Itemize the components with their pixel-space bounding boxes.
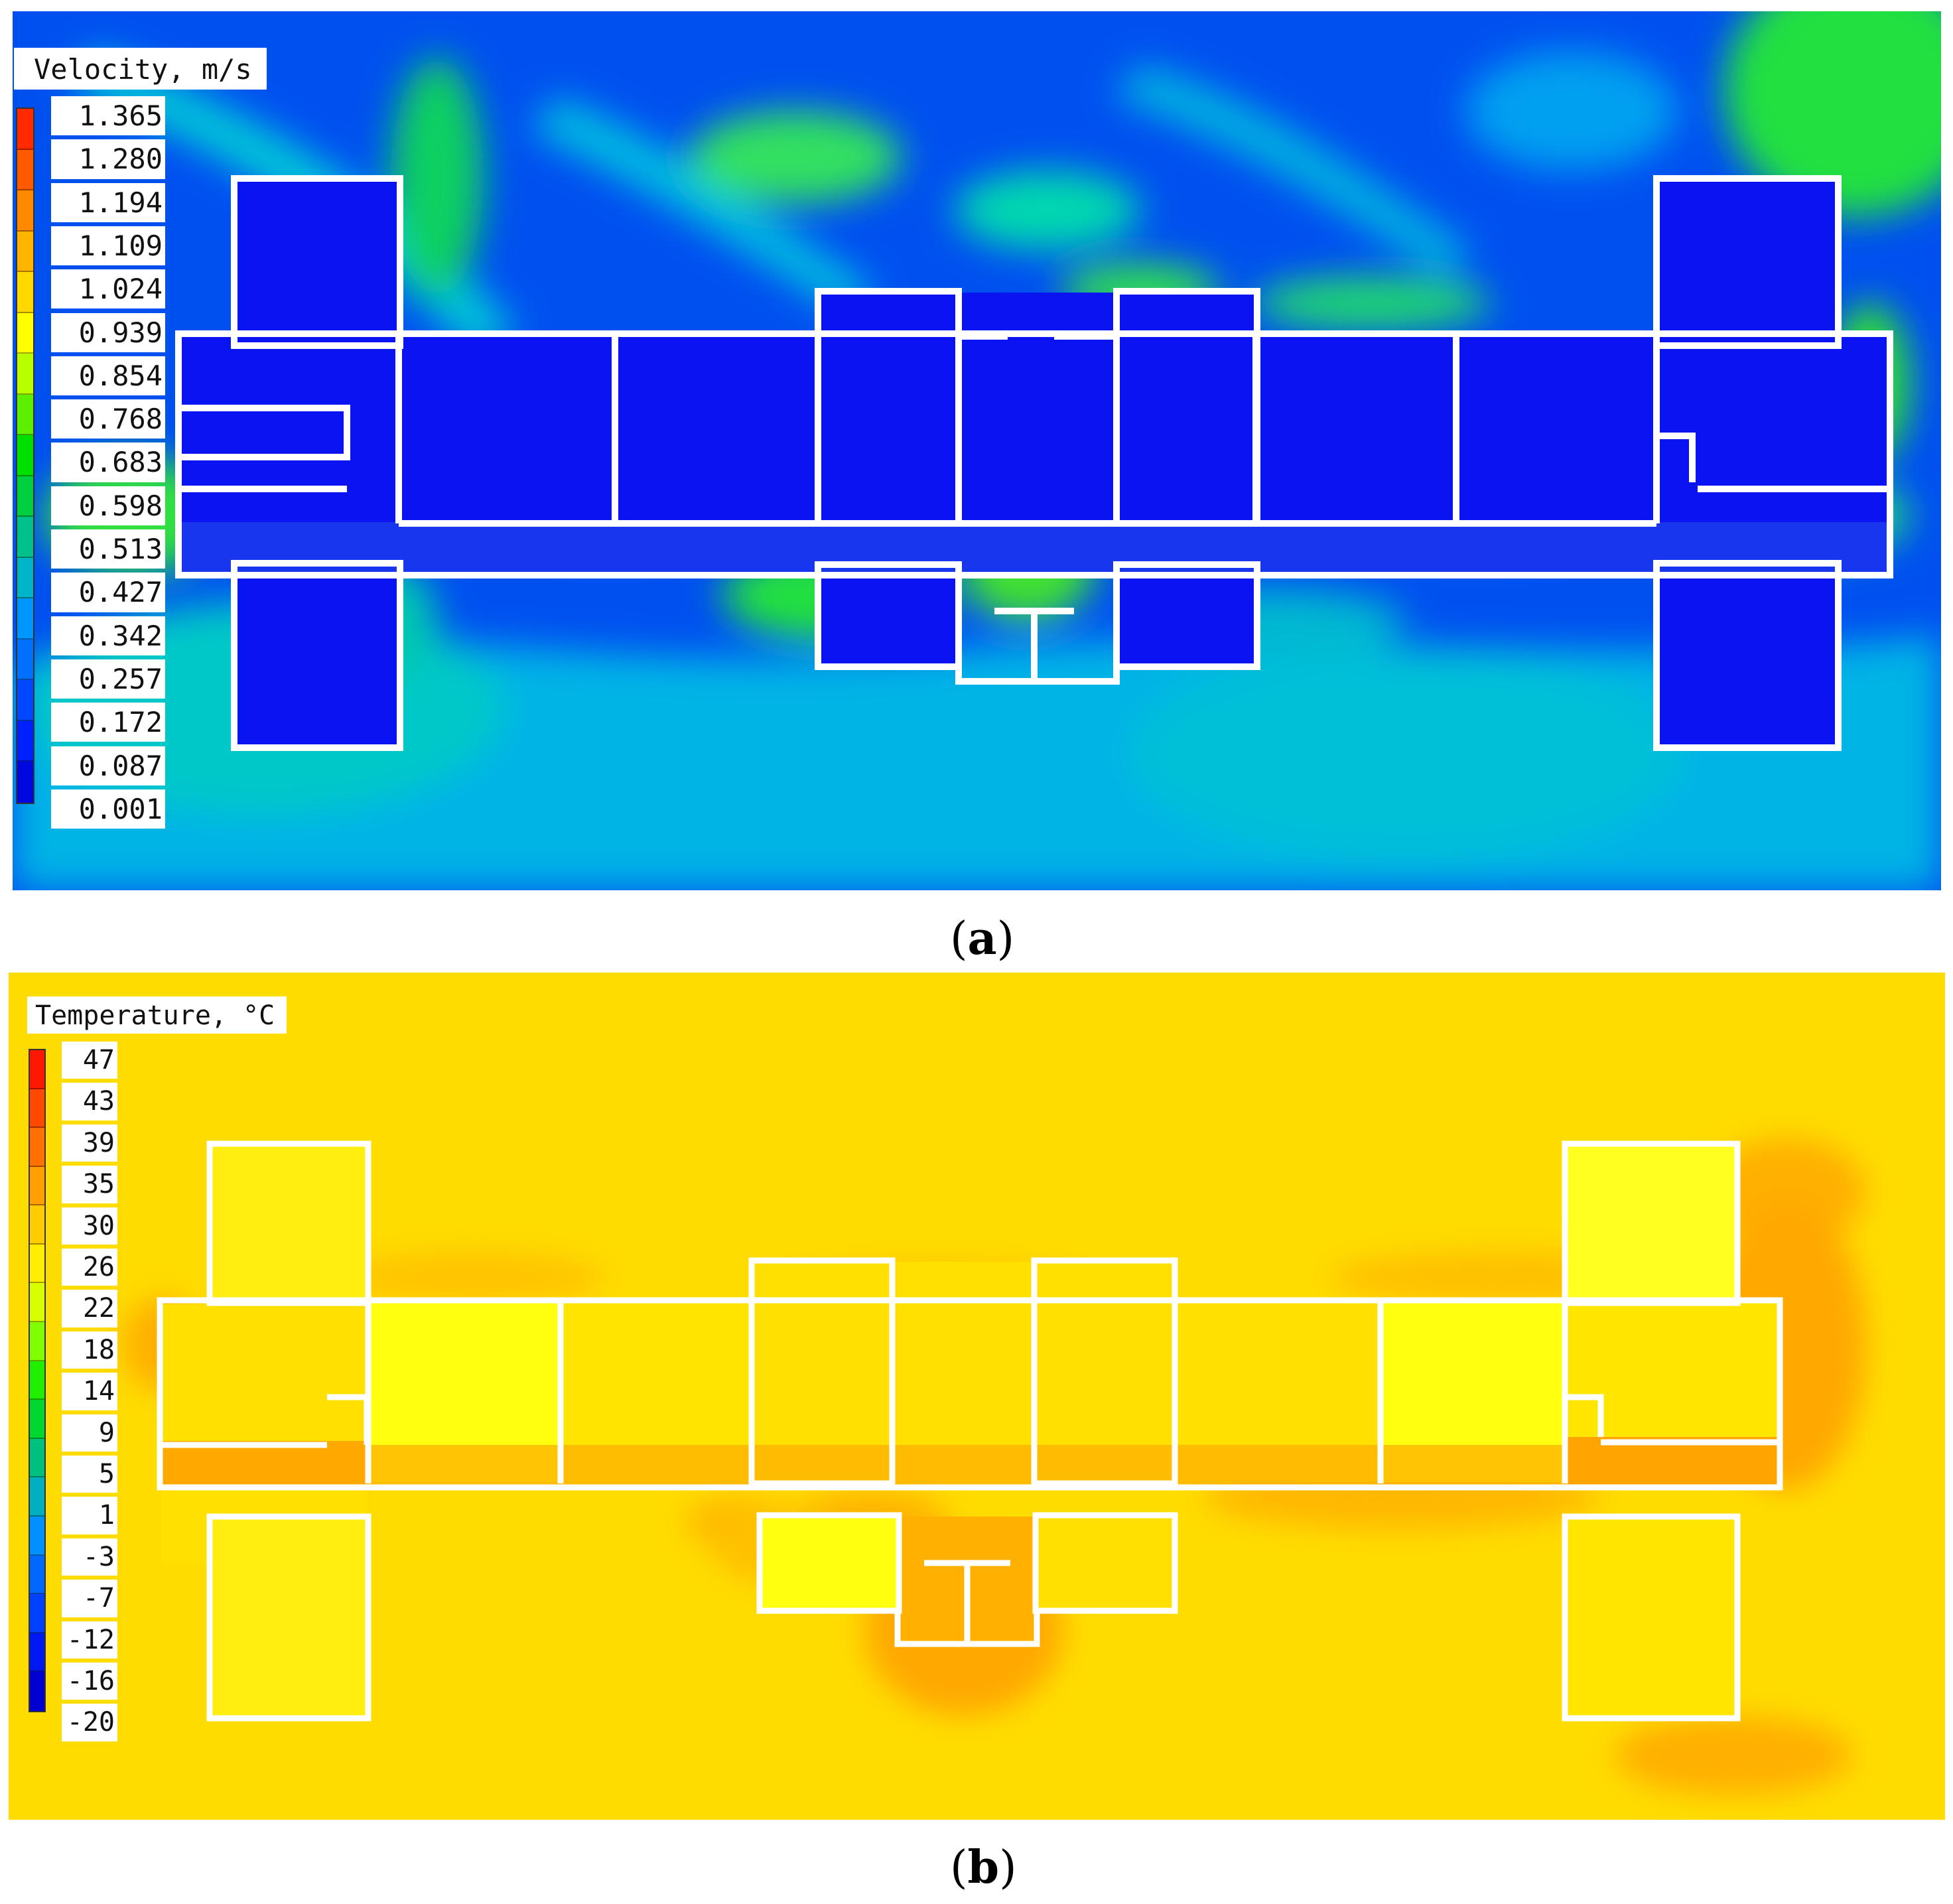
colorbar-segment — [30, 1244, 44, 1284]
colorbar-segment — [17, 517, 33, 558]
temperature-field-map — [9, 973, 1945, 1820]
legend-tick-label: -3 — [62, 1538, 117, 1576]
colorbar-segment — [17, 394, 33, 436]
legend-tick-label: 0.854 — [51, 356, 165, 396]
legend-tick-label: 0.939 — [51, 312, 165, 352]
legend-tick-label: -20 — [62, 1704, 117, 1741]
colorbar-segment — [17, 639, 33, 681]
colorbar-segment — [30, 1322, 44, 1361]
colorbar-segment — [30, 1516, 44, 1556]
temperature-walls — [157, 1140, 1783, 1722]
caption-b: (b) — [950, 1841, 1017, 1894]
colorbar-segment — [30, 1128, 44, 1167]
legend-tick-label: 1.280 — [51, 139, 165, 179]
colorbar-segment — [17, 149, 33, 191]
temperature-panel: Temperature, °C 47 43 39 35 30 26 22 18 14 9 5 1 -3 -… — [9, 973, 1945, 1820]
legend-tick-label: -12 — [62, 1621, 117, 1659]
legend-tick-label: 0.172 — [51, 703, 165, 742]
colorbar-segment — [17, 762, 33, 803]
legend-tick-label: 0.342 — [51, 616, 165, 655]
colorbar-segment — [17, 312, 33, 354]
colorbar-segment — [30, 1205, 44, 1245]
colorbar-segment — [17, 720, 33, 762]
velocity-legend-title: Velocity, m/s — [14, 48, 267, 90]
colorbar-segment — [17, 109, 33, 150]
legend-tick-label: 47 — [62, 1042, 117, 1079]
legend-tick-label: -16 — [62, 1663, 117, 1700]
legend-tick-label: 0.087 — [51, 746, 165, 785]
caption-a: (a) — [950, 912, 1015, 965]
legend-tick-label: 0.427 — [51, 573, 165, 612]
colorbar-segment — [30, 1089, 44, 1128]
colorbar-segment — [30, 1594, 44, 1633]
legend-tick-label: 30 — [62, 1207, 117, 1245]
temperature-legend-title: Temperature, °C — [27, 996, 287, 1034]
legend-tick-label: 39 — [62, 1124, 117, 1162]
colorbar-segment — [17, 435, 33, 476]
legend-tick-label: 9 — [62, 1414, 117, 1452]
colorbar-segment — [17, 557, 33, 599]
legend-tick-label: 0.257 — [51, 659, 165, 699]
legend-tick-label: 1.194 — [51, 182, 165, 222]
legend-tick-label: 1.109 — [51, 226, 165, 266]
velocity-walls — [175, 175, 1893, 751]
colorbar-segment — [17, 476, 33, 517]
colorbar-segment — [17, 190, 33, 232]
colorbar-segment — [30, 1672, 44, 1711]
colorbar-segment — [30, 1400, 44, 1439]
legend-tick-label: 18 — [62, 1331, 117, 1369]
velocity-corridor — [180, 522, 1889, 574]
legend-tick-label: 35 — [62, 1166, 117, 1203]
legend-tick-label: 26 — [62, 1249, 117, 1286]
legend-tick-label: 5 — [62, 1456, 117, 1493]
legend-tick-label: 0.001 — [51, 789, 165, 829]
colorbar-segment — [30, 1555, 44, 1595]
legend-tick-label: 0.513 — [51, 529, 165, 569]
colorbar-segment — [17, 680, 33, 721]
legend-tick-label: 1.024 — [51, 269, 165, 309]
colorbar-segment — [30, 1361, 44, 1400]
legend-tick-label: 1 — [62, 1497, 117, 1534]
colorbar-segment — [30, 1050, 44, 1089]
legend-tick-label: -7 — [62, 1580, 117, 1617]
colorbar-segment — [30, 1166, 44, 1206]
legend-tick-label: 0.768 — [51, 399, 165, 439]
legend-tick-label: 14 — [62, 1373, 117, 1410]
temperature-colorbar — [29, 1049, 46, 1712]
legend-tick-label: 22 — [62, 1290, 117, 1327]
velocity-panel: Velocity, m/s 1.365 1.280 1.194 1.109 1.024 0… — [13, 11, 1941, 890]
colorbar-segment — [30, 1283, 44, 1323]
colorbar-segment — [17, 231, 33, 273]
velocity-colorbar — [16, 107, 34, 804]
colorbar-segment — [17, 354, 33, 395]
velocity-field-map — [13, 11, 1941, 890]
legend-tick-label: 0.683 — [51, 442, 165, 482]
legend-tick-label: 1.365 — [51, 96, 165, 136]
legend-tick-label: 0.598 — [51, 486, 165, 525]
colorbar-segment — [30, 1438, 44, 1478]
colorbar-segment — [30, 1477, 44, 1517]
colorbar-segment — [30, 1633, 44, 1672]
colorbar-segment — [17, 272, 33, 313]
legend-tick-label: 43 — [62, 1083, 117, 1121]
colorbar-segment — [17, 598, 33, 640]
